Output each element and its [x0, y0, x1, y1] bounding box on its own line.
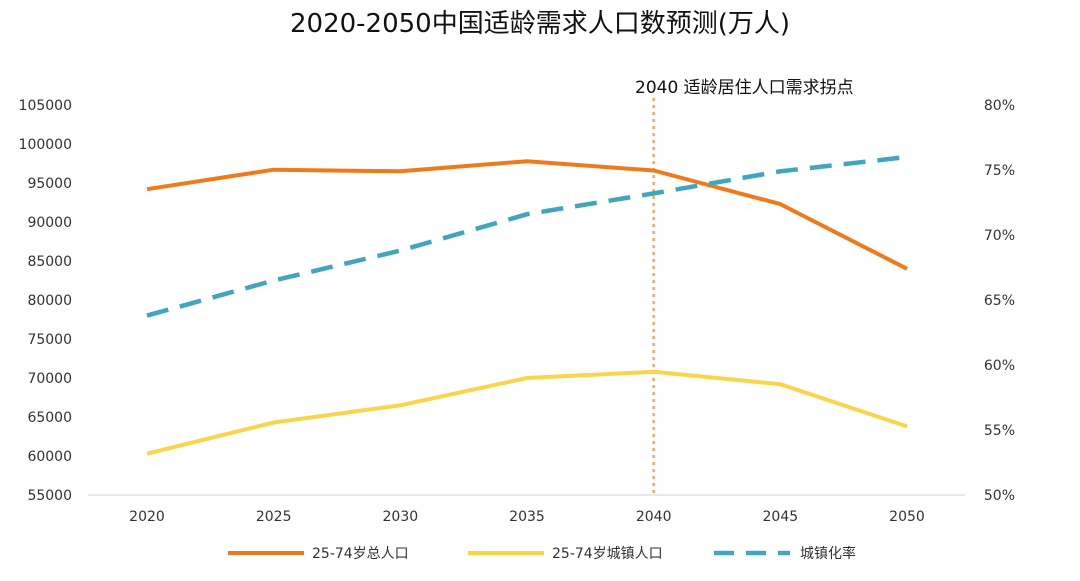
- right-tick-label: 65%: [984, 293, 1015, 309]
- right-tick-label: 55%: [984, 423, 1015, 439]
- left-axis-ticks: 105000 100000 95000 90000 85000 80000 75000 700…: [19, 98, 72, 504]
- x-tick-label: 2045: [763, 509, 799, 525]
- x-tick-label: 2020: [129, 509, 165, 525]
- series-line: [146, 159, 908, 271]
- left-tick-label: 80000: [27, 293, 72, 309]
- legend: 25-74岁总人口 25-74岁城镇人口 城镇化率: [228, 545, 856, 562]
- left-tick-label: 60000: [27, 449, 72, 465]
- left-tick-label: 75000: [27, 332, 72, 348]
- left-tick-label: 55000: [27, 488, 72, 504]
- annotation-label: 2040 适龄居住人口需求拐点: [635, 78, 854, 98]
- x-tick-label: 2040: [636, 509, 672, 525]
- legend-label: 城镇化率: [800, 545, 856, 562]
- x-axis-ticks: 2020 2025 2030 2035 2040 2045 2050: [129, 509, 925, 525]
- right-axis-ticks: 80% 75% 70% 65% 60% 55% 50%: [984, 98, 1015, 504]
- legend-label: 25-74岁总人口: [312, 546, 409, 562]
- right-tick-label: 80%: [984, 98, 1015, 114]
- left-tick-label: 95000: [27, 176, 72, 192]
- x-tick-label: 2050: [889, 509, 925, 525]
- right-tick-label: 50%: [984, 488, 1015, 504]
- series-lines: [146, 154, 908, 456]
- legend-label: 25-74岁城镇人口: [552, 546, 663, 562]
- left-tick-label: 65000: [27, 410, 72, 426]
- x-tick-label: 2030: [383, 509, 419, 525]
- right-tick-label: 60%: [984, 358, 1015, 374]
- series-line: [146, 154, 908, 318]
- chart-title: 2020-2050中国适龄需求人口数预测(万人): [290, 9, 790, 39]
- left-tick-label: 100000: [19, 137, 72, 153]
- right-tick-label: 75%: [984, 163, 1015, 179]
- annotation-group: 2040 适龄居住人口需求拐点: [635, 78, 854, 495]
- left-tick-label: 105000: [19, 98, 72, 114]
- series-line: [146, 369, 908, 456]
- x-tick-label: 2025: [256, 509, 292, 525]
- x-tick-label: 2035: [509, 509, 545, 525]
- right-tick-label: 70%: [984, 228, 1015, 244]
- left-tick-label: 85000: [27, 254, 72, 270]
- left-tick-label: 90000: [27, 215, 72, 231]
- left-tick-label: 70000: [27, 371, 72, 387]
